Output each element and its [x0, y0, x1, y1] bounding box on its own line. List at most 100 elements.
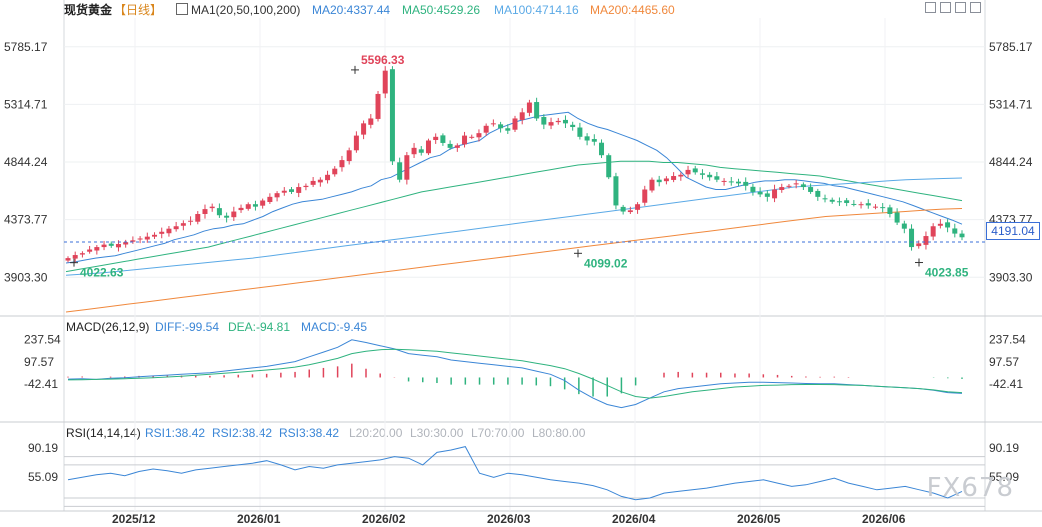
candle-body	[699, 173, 705, 175]
candle-body	[916, 243, 922, 247]
rsi2-value: RSI2:38.42	[212, 426, 273, 440]
candle-body	[296, 187, 302, 193]
y-tick-left-label: 3903.30	[4, 270, 48, 284]
zoom-out-icon[interactable]	[940, 2, 951, 13]
candle-body	[79, 253, 85, 255]
candle-body	[433, 136, 439, 141]
candle-body	[245, 204, 251, 209]
candle-body	[339, 160, 345, 168]
macd-y-tick-right: -42.41	[989, 377, 1023, 391]
candle-body	[714, 176, 720, 180]
candle-body	[404, 155, 410, 180]
candle-body	[555, 120, 561, 123]
x-tick-label: 2026/02	[362, 512, 406, 526]
period-label[interactable]: 【日线】	[114, 3, 163, 17]
ma20-value: MA20:4337.44	[312, 3, 391, 17]
macd-diff-line	[67, 339, 963, 409]
y-tick-left-label: 4373.77	[4, 213, 48, 227]
rsi3-value: RSI3:38.42	[279, 426, 340, 440]
candle-body	[483, 125, 489, 133]
candle-body	[447, 143, 453, 148]
rsi-l70: L70:70.00	[471, 426, 525, 440]
ma-toggle-icon[interactable]	[176, 3, 188, 15]
candle-body	[498, 124, 504, 129]
candle-body	[909, 228, 915, 248]
candle-body	[620, 206, 626, 212]
candle-body	[649, 179, 655, 191]
candle-body	[108, 243, 114, 246]
rsi-l80: L80:80.00	[532, 426, 586, 440]
ma50-value: MA50:4529.26	[402, 3, 481, 17]
ma-label-text: MA1(20,50,100,200)	[191, 3, 301, 17]
y-tick-left-label: 4844.24	[4, 155, 48, 169]
y-tick-right-label: 4844.24	[989, 155, 1033, 169]
rsi-y-tick-left: 55.09	[28, 470, 58, 484]
candle-body	[166, 228, 172, 234]
macd-y-tick-right: 97.57	[989, 355, 1019, 369]
macd-y-tick-right: 237.54	[989, 333, 1026, 347]
pan-right-icon[interactable]	[970, 2, 981, 13]
x-tick-label: 2026/03	[487, 512, 531, 526]
candle-body	[425, 140, 431, 154]
candle-body	[901, 223, 907, 229]
candle-body	[389, 69, 395, 162]
candle-body	[779, 187, 785, 190]
candle-body	[260, 200, 266, 206]
candle-body	[721, 180, 727, 182]
y-tick-right-label: 5785.17	[989, 40, 1033, 54]
candle-body	[923, 236, 929, 245]
x-tick-label: 2026/01	[237, 512, 281, 526]
rsi-y-tick-left: 90.19	[28, 441, 58, 455]
ma-line-ma50	[65, 160, 963, 273]
candle-body	[526, 102, 532, 113]
macd-value: MACD:-9.45	[301, 320, 368, 334]
candle-body	[772, 189, 778, 199]
candle-body	[764, 193, 770, 197]
candle-body	[224, 215, 230, 218]
candle-body	[512, 118, 518, 130]
candle-body	[397, 162, 403, 180]
ma-indicator-label[interactable]: MA1(20,50,100,200)	[176, 3, 300, 17]
candle-body	[490, 123, 496, 125]
candle-body	[750, 186, 756, 192]
macd-y-tick-left: -42.41	[24, 377, 58, 391]
candle-body	[130, 240, 136, 242]
low-price-label: 4022.63	[80, 266, 124, 280]
candle-body	[65, 258, 71, 261]
candle-body	[591, 139, 597, 142]
rsi-l20: L20:20.00	[349, 426, 403, 440]
candle-body	[959, 233, 965, 238]
watermark: FX678	[926, 473, 1014, 503]
rsi-y-tick-right: 55.09	[989, 470, 1019, 484]
candle-body	[289, 189, 294, 192]
high-price-label: 5596.33	[361, 53, 405, 67]
candle-body	[562, 119, 568, 124]
candle-body	[865, 203, 871, 206]
rsi-y-tick-right: 90.19	[989, 441, 1019, 455]
candle-body	[815, 190, 821, 197]
candle-body	[173, 226, 179, 230]
ma-line-ma20	[65, 111, 963, 264]
zoom-in-icon[interactable]	[925, 2, 936, 13]
candle-body	[123, 242, 129, 245]
candle-body	[858, 204, 864, 206]
candle-body	[375, 93, 381, 119]
rsi-line	[67, 446, 963, 501]
candle-body	[87, 249, 93, 252]
pan-left-icon[interactable]	[955, 2, 966, 13]
candle-body	[209, 206, 215, 209]
candle-body	[613, 176, 619, 206]
candle-body	[238, 207, 244, 211]
macd-dea-value: DEA:-94.81	[228, 320, 291, 334]
candle-body	[231, 211, 237, 218]
candle-body	[663, 178, 669, 182]
candle-body	[743, 181, 749, 186]
candle-body	[303, 185, 309, 188]
candle-body	[692, 168, 698, 173]
candle-body	[851, 203, 857, 205]
ma200-value: MA200:4465.60	[590, 3, 675, 17]
rsi-title: RSI(14,14,14)	[66, 426, 141, 440]
candle-body	[793, 183, 799, 185]
